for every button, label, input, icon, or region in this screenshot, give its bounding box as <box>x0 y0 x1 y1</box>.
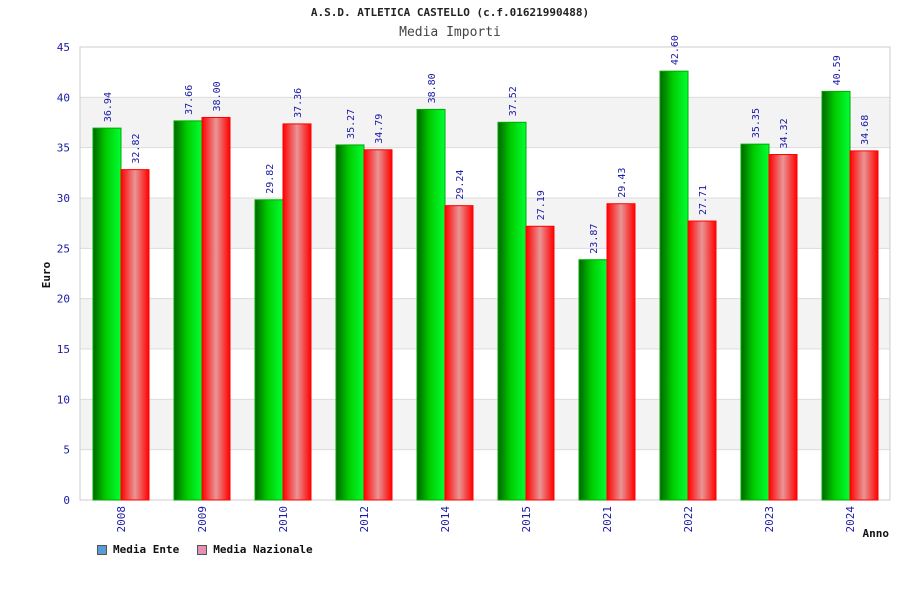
data-label: 27.19 <box>536 190 547 220</box>
bar-media-nazionale <box>120 169 150 501</box>
y-tick-label: 5 <box>63 444 70 457</box>
y-tick-label: 30 <box>57 192 70 205</box>
legend: Media Ente Media Nazionale <box>97 543 313 556</box>
y-tick-label: 35 <box>57 142 70 155</box>
x-tick-label: 2021 <box>601 506 614 533</box>
y-axis-label: Euro <box>40 261 53 288</box>
bar-media-ente <box>578 259 608 501</box>
y-tick-label: 0 <box>63 494 70 507</box>
bar-media-nazionale <box>444 205 474 501</box>
data-label: 40.59 <box>832 55 843 85</box>
legend-label-media-ente: Media Ente <box>113 543 180 556</box>
bar-media-nazionale <box>363 149 393 501</box>
bar-media-ente <box>740 143 770 501</box>
bar-media-nazionale <box>768 154 798 501</box>
data-label: 35.27 <box>346 109 357 139</box>
y-tick-label: 20 <box>57 293 70 306</box>
data-label: 37.36 <box>293 88 304 118</box>
x-tick-label: 2009 <box>196 506 209 533</box>
data-label: 38.80 <box>427 73 438 103</box>
bar-media-nazionale <box>849 150 879 501</box>
data-label: 42.60 <box>670 35 681 65</box>
data-label: 35.35 <box>751 108 762 138</box>
data-label: 37.52 <box>508 86 519 116</box>
y-axis: 0 5 10 15 20 25 30 35 40 45 <box>57 41 70 507</box>
bar-media-nazionale <box>606 203 636 501</box>
x-tick-label: 2015 <box>520 506 533 533</box>
legend-item-media-nazionale: Media Nazionale <box>197 543 313 556</box>
y-tick-label: 40 <box>57 91 70 104</box>
bar-media-ente <box>335 144 365 501</box>
bar-media-ente <box>821 90 851 501</box>
data-label: 29.24 <box>455 170 466 200</box>
x-axis: 2008 2009 2010 2012 2014 2015 2021 2022 2023 2024 <box>115 506 857 533</box>
chart-subtitle: Media Importi <box>399 25 501 40</box>
bar-media-ente <box>659 70 689 501</box>
data-label: 34.68 <box>860 115 871 145</box>
data-label: 36.94 <box>103 92 114 122</box>
data-label: 37.66 <box>184 85 195 115</box>
bar-media-ente <box>92 127 122 501</box>
x-tick-label: 2008 <box>115 506 128 533</box>
legend-swatch-media-nazionale <box>197 544 208 555</box>
bar-media-ente <box>254 199 284 501</box>
bar-media-nazionale <box>525 225 555 501</box>
y-tick-label: 15 <box>57 343 70 356</box>
legend-swatch-media-ente <box>97 544 107 555</box>
data-label: 38.00 <box>212 81 223 111</box>
bar-media-ente <box>416 108 446 501</box>
y-tick-label: 25 <box>57 242 70 255</box>
x-tick-label: 2023 <box>763 506 776 533</box>
x-tick-label: 2022 <box>682 506 695 533</box>
x-tick-label: 2012 <box>358 506 371 533</box>
data-label: 32.82 <box>131 134 142 164</box>
x-tick-label: 2024 <box>844 506 857 533</box>
data-label: 34.79 <box>374 114 385 144</box>
bar-media-nazionale <box>201 116 231 501</box>
x-tick-label: 2014 <box>439 506 452 533</box>
x-tick-label: 2010 <box>277 506 290 533</box>
data-label: 34.32 <box>779 118 790 148</box>
y-tick-label: 10 <box>57 393 70 406</box>
y-tick-label: 45 <box>57 41 70 54</box>
bar-media-ente <box>173 120 203 501</box>
x-axis-label: Anno <box>863 527 890 540</box>
data-label: 23.87 <box>589 224 600 254</box>
bar-media-nazionale <box>282 123 312 501</box>
data-label: 29.82 <box>265 164 276 194</box>
chart-title: A.S.D. ATLETICA CASTELLO (c.f.0162199048… <box>310 6 590 19</box>
plot-frame <box>79 46 891 501</box>
data-label: 29.43 <box>617 168 628 198</box>
data-label: 27.71 <box>698 185 709 215</box>
bar-media-nazionale <box>687 220 717 501</box>
bar-media-ente <box>497 121 527 501</box>
bars-group: 36.94 32.82 37.66 38.00 29.82 37.36 35.27 34.79… <box>92 35 879 501</box>
legend-label-media-nazionale: Media Nazionale <box>213 543 313 556</box>
legend-item-media-ente: Media Ente <box>97 543 179 556</box>
